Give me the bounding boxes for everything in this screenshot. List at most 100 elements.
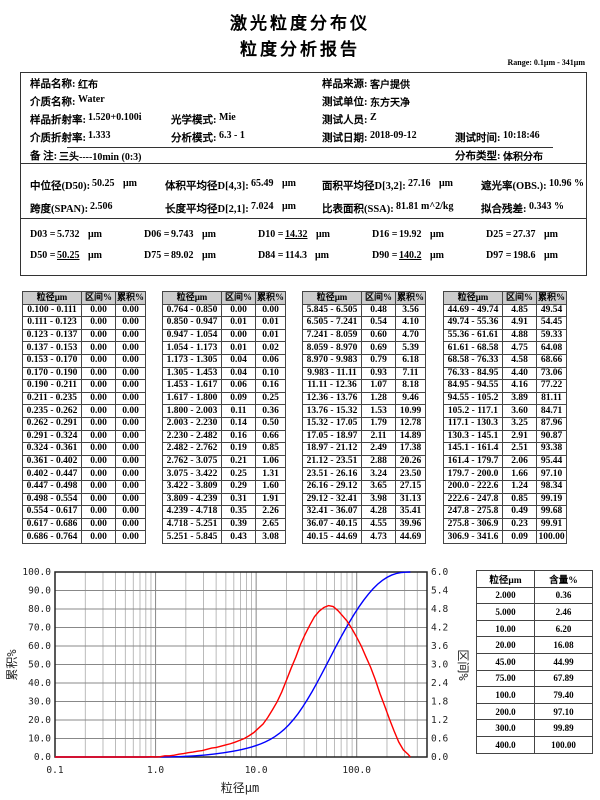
- table-row: 0.153 - 0.170 0.00 0.00: [22, 353, 146, 368]
- size-range-cell: 0.617 - 0.686: [22, 517, 82, 532]
- dvalue-number: 14.32: [285, 229, 308, 240]
- interval-cell: 3.25: [502, 416, 537, 431]
- content-cell: 97.10: [534, 702, 593, 721]
- size-range-cell: 32.41 - 36.07: [302, 505, 362, 519]
- table-row: 117.1 - 130.3 3.25 87.96: [443, 416, 567, 431]
- interval-cell: 0.16: [221, 429, 256, 444]
- dvalue-number: 19.92: [399, 229, 422, 240]
- interval-cell: 0.69: [361, 341, 396, 355]
- interval-cell: 0.85: [502, 492, 537, 507]
- interval-cell: 0.09: [502, 530, 537, 544]
- size-range-cell: 1.173 - 1.305: [162, 353, 222, 368]
- table-row: 0.402 - 0.447 0.00 0.00: [22, 467, 146, 481]
- interval-cell: 0.00: [81, 479, 116, 494]
- size-range-cell: 55.36 - 61.61: [443, 328, 503, 343]
- dvalue-unit: μm: [202, 250, 216, 261]
- content-table: 粒径μm 含量% 2.000 0.36 5.000 2.46 10.00 6.20 20.00 1…: [476, 570, 593, 754]
- cumulative-cell: 0.36: [255, 404, 286, 418]
- y-tick-right: 1.8: [431, 697, 448, 708]
- obs-value: 10.96 %: [549, 178, 584, 189]
- sample-ri-label: 样品折射率:: [30, 115, 86, 126]
- source-label: 样品来源:: [322, 79, 368, 90]
- table-row: 275.8 - 306.9 0.23 99.91: [443, 517, 567, 532]
- cumulative-cell: 2.26: [255, 505, 286, 519]
- ssa-label: 比表面积(SSA):: [322, 204, 394, 215]
- interval-cell: 2.51: [502, 442, 537, 456]
- cumulative-cell: 100.00: [536, 530, 567, 544]
- cumulative-cell: 1.91: [255, 492, 286, 507]
- table-row: 145.1 - 161.4 2.51 93.38: [443, 442, 567, 456]
- table-row: 1.173 - 1.305 0.04 0.06: [162, 353, 286, 368]
- cumulative-cell: 0.00: [115, 429, 146, 444]
- interval-cell: 0.00: [81, 467, 116, 481]
- cumulative-cell: 0.00: [115, 517, 146, 532]
- table-row: 23.51 - 26.16 3.24 23.50: [302, 467, 426, 481]
- table-row: 13.76 - 15.32 1.53 10.99: [302, 404, 426, 418]
- interval-cell: 0.04: [221, 353, 256, 368]
- interval-cell: 0.31: [221, 492, 256, 507]
- cumulative-cell: 44.69: [395, 530, 426, 544]
- cumulative-cell: 84.71: [536, 404, 567, 418]
- size-range-cell: 0.137 - 0.153: [22, 341, 82, 355]
- dvalue-unit: μm: [202, 229, 216, 240]
- table-row: 18.97 - 21.12 2.49 17.38: [302, 442, 426, 456]
- table-row: 8.970 - 9.983 0.79 6.18: [302, 353, 426, 368]
- cumulative-cell: 3.56: [395, 303, 426, 318]
- column-header: 粒径μm: [476, 570, 535, 588]
- content-cell: 67.89: [534, 669, 593, 688]
- cumulative-cell: 0.50: [255, 416, 286, 431]
- interval-cell: 2.88: [361, 454, 396, 469]
- cumulative-cell: 14.89: [395, 429, 426, 444]
- table-row: 0.850 - 0.947 0.01 0.01: [162, 316, 286, 330]
- cumulative-cell: 0.00: [115, 316, 146, 330]
- dist-type-value: 体积分布: [503, 152, 543, 163]
- x-tick: 100.0: [342, 765, 371, 776]
- table-row: 49.74 - 55.36 4.91 54.45: [443, 316, 567, 330]
- size-cell: 400.0: [476, 735, 535, 754]
- y-tick-right: 0.0: [431, 752, 448, 763]
- size-range-cell: 2.762 - 3.075: [162, 454, 222, 469]
- size-range-cell: 36.07 - 40.15: [302, 517, 362, 532]
- plot-frame: [54, 571, 428, 758]
- interval-cell: 0.54: [361, 316, 396, 330]
- interval-cell: 0.00: [81, 366, 116, 381]
- cumulative-cell: 0.00: [115, 391, 146, 406]
- column-header: 累积%: [395, 291, 426, 305]
- size-range-cell: 76.33 - 84.95: [443, 366, 503, 381]
- size-range-cell: 0.211 - 0.235: [22, 391, 82, 406]
- dvalue-number: 27.37: [513, 229, 536, 240]
- interval-cell: 0.00: [81, 353, 116, 368]
- interval-cell: 3.60: [502, 404, 537, 418]
- size-range-cell: 49.74 - 55.36: [443, 316, 503, 330]
- column-header: 累积%: [115, 291, 146, 305]
- size-range-cell: 1.054 - 1.173: [162, 341, 222, 355]
- size-range-cell: 26.16 - 29.12: [302, 479, 362, 494]
- y-tick-left: 10.0: [28, 734, 51, 745]
- size-range-cell: 3.075 - 3.422: [162, 467, 222, 481]
- y-tick-left: 40.0: [28, 678, 51, 689]
- interval-cell: 4.28: [361, 505, 396, 519]
- table-row: 76.33 - 84.95 4.40 73.06: [443, 366, 567, 381]
- cumulative-cell: 0.01: [255, 316, 286, 330]
- cumulative-cell: 0.02: [255, 341, 286, 355]
- cumulative-cell: 59.33: [536, 328, 567, 343]
- cumulative-cell: 87.96: [536, 416, 567, 431]
- interval-cell: 1.07: [361, 379, 396, 393]
- dvalue-label: D75 =: [144, 250, 170, 261]
- table-row: 9.983 - 11.11 0.93 7.11: [302, 366, 426, 381]
- d50-label: 中位径(D50):: [30, 181, 91, 192]
- interval-cell: 2.49: [361, 442, 396, 456]
- dvalue-label: D16 =: [372, 229, 398, 240]
- cumulative-cell: 0.00: [115, 530, 146, 544]
- distribution-table-block: 粒径μm 区间% 累积% 0.764 - 0.850 0.00 0.00 0.850 - 0…: [162, 291, 286, 544]
- size-cell: 100.0: [476, 686, 535, 704]
- table-row: 0.137 - 0.153 0.00 0.00: [22, 341, 146, 355]
- table-row: 179.7 - 200.0 1.66 97.10: [443, 467, 567, 481]
- cumulative-cell: 12.78: [395, 416, 426, 431]
- size-range-cell: 0.686 - 0.764: [22, 530, 82, 544]
- size-range-cell: 21.12 - 23.51: [302, 454, 362, 469]
- table-row: 12.36 - 13.76 1.28 9.46: [302, 391, 426, 406]
- size-range-cell: 4.239 - 4.718: [162, 505, 222, 519]
- column-header: 区间%: [81, 291, 116, 305]
